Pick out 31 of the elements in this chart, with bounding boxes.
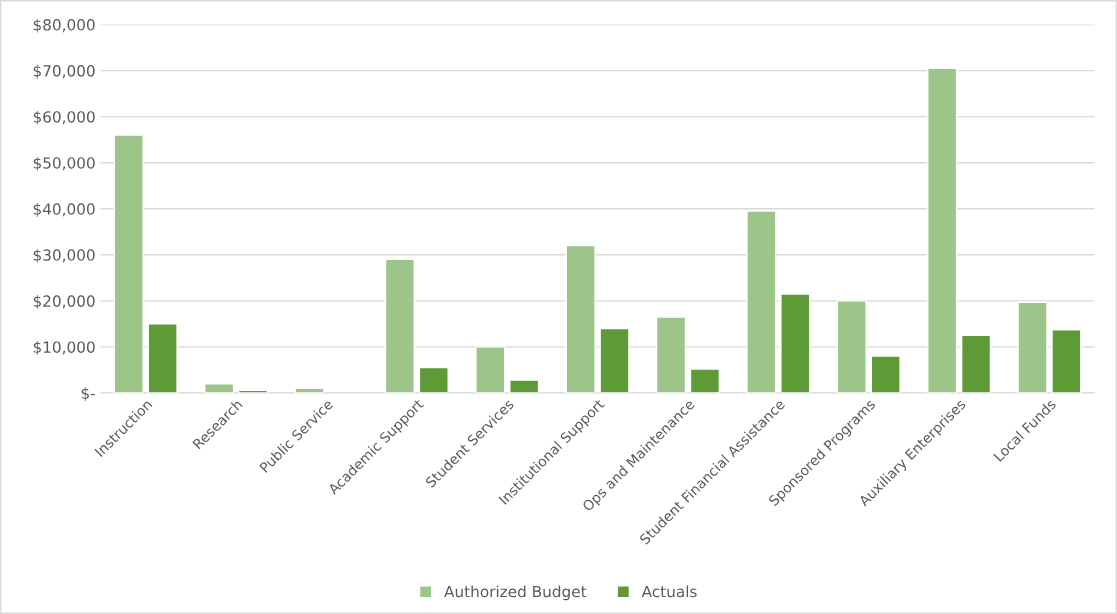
y-tick-label: $30,000: [33, 249, 95, 263]
bar: [1051, 329, 1082, 393]
y-tick-label: $80,000: [33, 18, 95, 33]
legend-label: Actuals: [641, 585, 697, 598]
bar: [599, 327, 630, 393]
bar: [780, 293, 811, 393]
y-tick-label: $40,000: [33, 202, 95, 217]
bar: [689, 368, 721, 393]
bar: [927, 67, 958, 393]
y-tick-label: $50,000: [33, 156, 95, 171]
bar: [418, 366, 449, 393]
bar: [870, 355, 901, 393]
y-tick-label: $60,000: [33, 110, 95, 125]
bar: [509, 379, 540, 393]
bar: [384, 258, 415, 393]
bar: [113, 134, 144, 393]
bar: [746, 210, 777, 393]
bar: [836, 300, 867, 393]
bar: [147, 323, 178, 393]
y-tick-label: $70,000: [33, 64, 95, 79]
legend-label: Authorized Budget: [444, 585, 587, 601]
bar: [1017, 301, 1048, 393]
bar: [475, 346, 506, 393]
bar: [204, 383, 235, 393]
y-tick-label: $20,000: [33, 295, 95, 309]
bar: [565, 244, 596, 393]
bar: [960, 334, 992, 393]
y-tick-label: $-: [81, 387, 95, 402]
bar: [655, 316, 687, 393]
bar: [294, 387, 325, 393]
y-tick-label: $10,000: [33, 341, 95, 355]
